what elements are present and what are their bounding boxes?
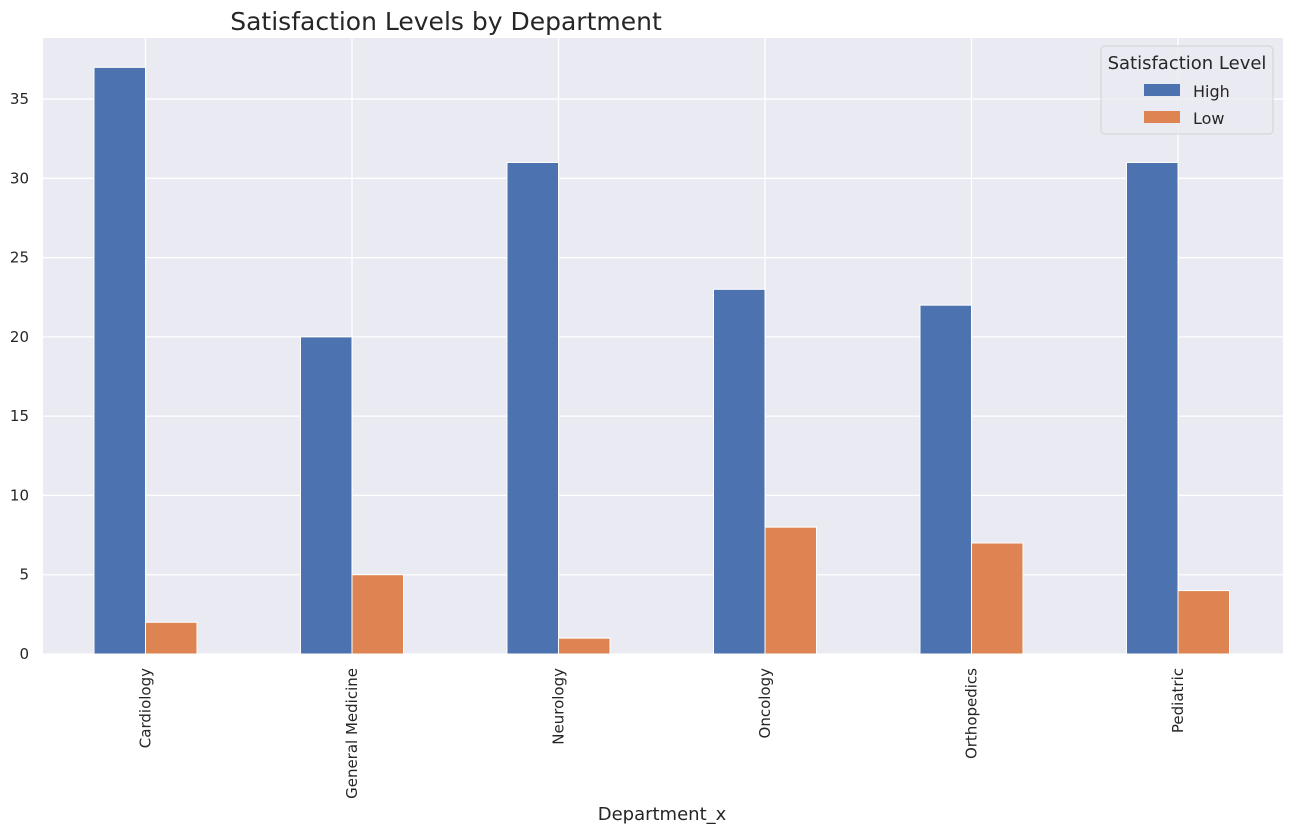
- bar-high-neurology: [506, 161, 559, 655]
- x-tick-label: Cardiology: [137, 668, 155, 748]
- y-axis-ticks: 0 5 10 15 20 25 30 35: [10, 90, 29, 663]
- x-tick-label: Neurology: [550, 668, 568, 745]
- legend: Satisfaction Level High Low: [1100, 45, 1274, 135]
- y-tick-label: 15: [10, 407, 29, 425]
- y-tick-label: 0: [19, 645, 29, 663]
- legend-label-low: Low: [1193, 109, 1225, 128]
- x-tick-label: Orthopedics: [963, 668, 981, 759]
- y-tick-label: 5: [19, 566, 29, 584]
- x-axis-ticks: Cardiology General Medicine Neurology Oncol…: [137, 668, 1188, 799]
- y-tick-label: 10: [10, 486, 29, 504]
- x-tick-label: Oncology: [756, 668, 774, 739]
- chart-title: Satisfaction Levels by Department: [230, 7, 662, 36]
- y-tick-label: 30: [10, 169, 29, 187]
- y-tick-label: 25: [10, 249, 29, 267]
- x-tick-label: Pediatric: [1169, 668, 1187, 733]
- y-tick-label: 20: [10, 328, 29, 346]
- plot-area: [43, 38, 1283, 654]
- bar-low-cardiology: [145, 621, 198, 655]
- bars: [93, 66, 1230, 655]
- legend-swatch-low: [1144, 111, 1180, 123]
- legend-title: Satisfaction Level: [1108, 53, 1267, 74]
- bar-high-pediatric: [1126, 161, 1179, 655]
- bar-high-general-medicine: [300, 336, 353, 655]
- bar-high-cardiology: [93, 66, 146, 655]
- legend-swatch-high: [1144, 84, 1180, 96]
- bar-low-pediatric: [1177, 590, 1230, 655]
- bar-low-general-medicine: [351, 574, 404, 655]
- bar-low-neurology: [558, 637, 611, 655]
- x-axis-label: Department_x: [598, 804, 727, 825]
- bar-low-oncology: [764, 526, 817, 655]
- bar-high-orthopedics: [919, 304, 972, 655]
- x-tick-label: General Medicine: [343, 668, 361, 799]
- legend-label-high: High: [1193, 82, 1230, 101]
- bar-low-orthopedics: [971, 542, 1024, 655]
- y-tick-label: 35: [10, 90, 29, 108]
- bar-high-oncology: [713, 288, 766, 655]
